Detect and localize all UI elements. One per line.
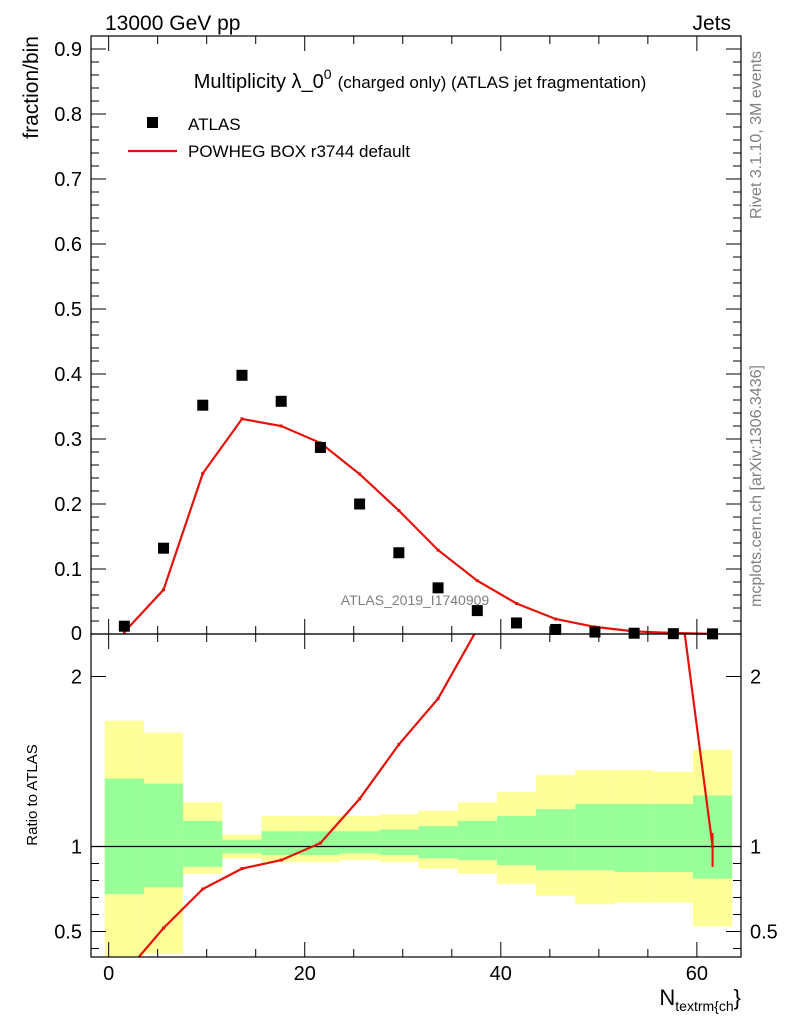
powheg-point	[122, 630, 126, 634]
x-tick-label: 40	[490, 963, 512, 985]
atlas-data-point	[158, 542, 170, 554]
main-axis-ticks: 0.1 0.2 0.3 0.4 0.5 0.6 0.7 0.8 0.9 0	[54, 36, 741, 645]
main-y-tick-label: 0.4	[54, 364, 82, 386]
main-title-suffix: (charged only) (ATLAS jet fragmentation)	[338, 73, 647, 92]
powheg-ratio-point	[279, 858, 283, 862]
powheg-point	[279, 424, 283, 428]
x-axis-label-subscript: textrm{ch	[675, 998, 733, 1014]
uncertainty-band-inner	[418, 826, 458, 859]
powheg-ratio-point	[123, 973, 126, 976]
powheg-ratio-point	[476, 627, 479, 630]
main-y-axis-label: fraction/bin	[20, 36, 43, 139]
x-axis-label-main: N	[659, 985, 675, 1010]
main-title: Multiplicity λ_00 (charged only) (ATLAS j…	[194, 66, 647, 93]
x-axis-label-close: }	[734, 985, 741, 1010]
ratio-frame	[90, 633, 742, 958]
ratio-axis-ticks: 0.5 0.51 12 20 20 40 60	[54, 634, 778, 985]
main-y-tick-label: 0.8	[54, 104, 82, 126]
atlas-data-point	[275, 395, 287, 407]
atlas-data-point	[550, 623, 562, 635]
atlas-data-point	[314, 441, 326, 453]
energy-label: 13000 GeV pp	[105, 12, 240, 35]
atlas-data-point	[471, 605, 483, 617]
main-title-superscript: 0	[324, 66, 332, 82]
main-y-tick-label: 0.2	[54, 494, 82, 516]
uncertainty-band-inner	[379, 829, 419, 855]
powheg-point	[475, 579, 479, 583]
main-y-tick-label: 0.3	[54, 429, 82, 451]
x-tick-label: 60	[686, 963, 708, 985]
uncertainty-band-inner	[143, 783, 184, 888]
powheg-point	[514, 601, 518, 605]
atlas-data-point	[510, 617, 522, 629]
atlas-data-point	[197, 399, 209, 411]
powheg-point	[554, 617, 558, 621]
uncertainty-band-inner	[340, 831, 380, 854]
powheg-point	[162, 588, 166, 592]
ratio-y-tick-label: 2	[71, 667, 82, 689]
ratio-y-tick-label: 0.5	[54, 922, 82, 944]
uncertainty-band-inner	[261, 831, 301, 855]
powheg-ratio-point	[358, 797, 362, 801]
main-panel: 0.1 0.2 0.3 0.4 0.5 0.6 0.7 0.8 0.9 0 Multiplicit…	[20, 35, 742, 645]
uncertainty-band-inner	[653, 804, 693, 872]
uncertainty-band-inner	[457, 821, 497, 861]
main-y-tick-label: 0.6	[54, 234, 82, 256]
ratio-y-axis-label: Ratio to ATLAS	[24, 744, 41, 845]
main-y-tick-label: 0.5	[54, 299, 82, 321]
atlas-data-point	[354, 498, 366, 510]
mcplots-label: mcplots.cern.ch [arXiv:1306.3436]	[748, 365, 765, 607]
ratio-y-tick-label-right: 0.5	[750, 922, 778, 944]
rivet-version-label: Rivet 3.1.10, 3M events	[748, 51, 765, 219]
ratio-y-tick-label: 1	[71, 837, 82, 859]
powheg-point	[240, 417, 244, 421]
atlas-data-point	[628, 627, 640, 639]
uncertainty-band-inner	[575, 804, 615, 871]
powheg-ratio-point	[318, 841, 322, 845]
x-tick-label: 20	[294, 963, 316, 985]
ratio-clipped-group	[91, 546, 741, 976]
atlas-data-point	[118, 620, 130, 632]
uncertainty-band-inner	[536, 809, 576, 871]
legend-atlas-label: ATLAS	[188, 115, 241, 134]
legend-atlas-marker	[147, 117, 158, 128]
uncertainty-band-inner	[496, 815, 537, 866]
uncertainty-band-inner	[614, 804, 654, 872]
powheg-ratio-point	[515, 546, 518, 549]
uncertainty-band-inner	[183, 821, 223, 867]
legend-powheg-label: POWHEG BOX r3744 default	[188, 142, 410, 161]
powheg-point	[201, 471, 205, 475]
main-y-tick-label: 0.7	[54, 169, 82, 191]
uncertainty-band-inner	[104, 778, 144, 895]
main-y-tick-label: 0.1	[54, 559, 82, 581]
process-label: Jets	[692, 12, 731, 35]
powheg-ratio-curve	[137, 634, 714, 957]
main-title-text: Multiplicity λ_0	[194, 71, 324, 93]
powheg-point	[397, 509, 401, 512]
powheg-ratio-point	[201, 887, 205, 891]
atlas-data-point	[393, 547, 405, 559]
powheg-ratio-point	[436, 697, 440, 701]
powheg-curve	[123, 417, 713, 635]
powheg-ratio-point	[162, 926, 166, 930]
x-tick-label: 0	[103, 963, 114, 985]
analysis-label: ATLAS_2019_I1740909	[341, 592, 490, 608]
legend: ATLAS POWHEG BOX r3744 default	[128, 115, 410, 161]
ratio-y-tick-label-right: 2	[750, 667, 761, 689]
main-y-tick-label: 0.9	[54, 39, 82, 61]
powheg-ratio-point	[397, 743, 401, 746]
powheg-ratio-point	[672, 546, 675, 549]
powheg-point	[358, 472, 362, 476]
atlas-data-point	[432, 582, 444, 594]
x-axis-label: Ntextrm{ch}	[659, 985, 741, 1014]
ratio-plot-content	[91, 546, 741, 976]
atlas-data-point	[236, 369, 248, 381]
ratio-panel: 0.5 0.51 12 20 20 40 60 Ratio to ATLAS Ntextrm…	[24, 546, 778, 1014]
ratio-y-tick-label-right: 1	[750, 837, 761, 859]
atlas-data-point	[589, 626, 601, 638]
main-y-zero-label: 0	[71, 623, 82, 645]
powheg-ratio-point	[240, 867, 244, 871]
powheg-point	[436, 548, 440, 552]
